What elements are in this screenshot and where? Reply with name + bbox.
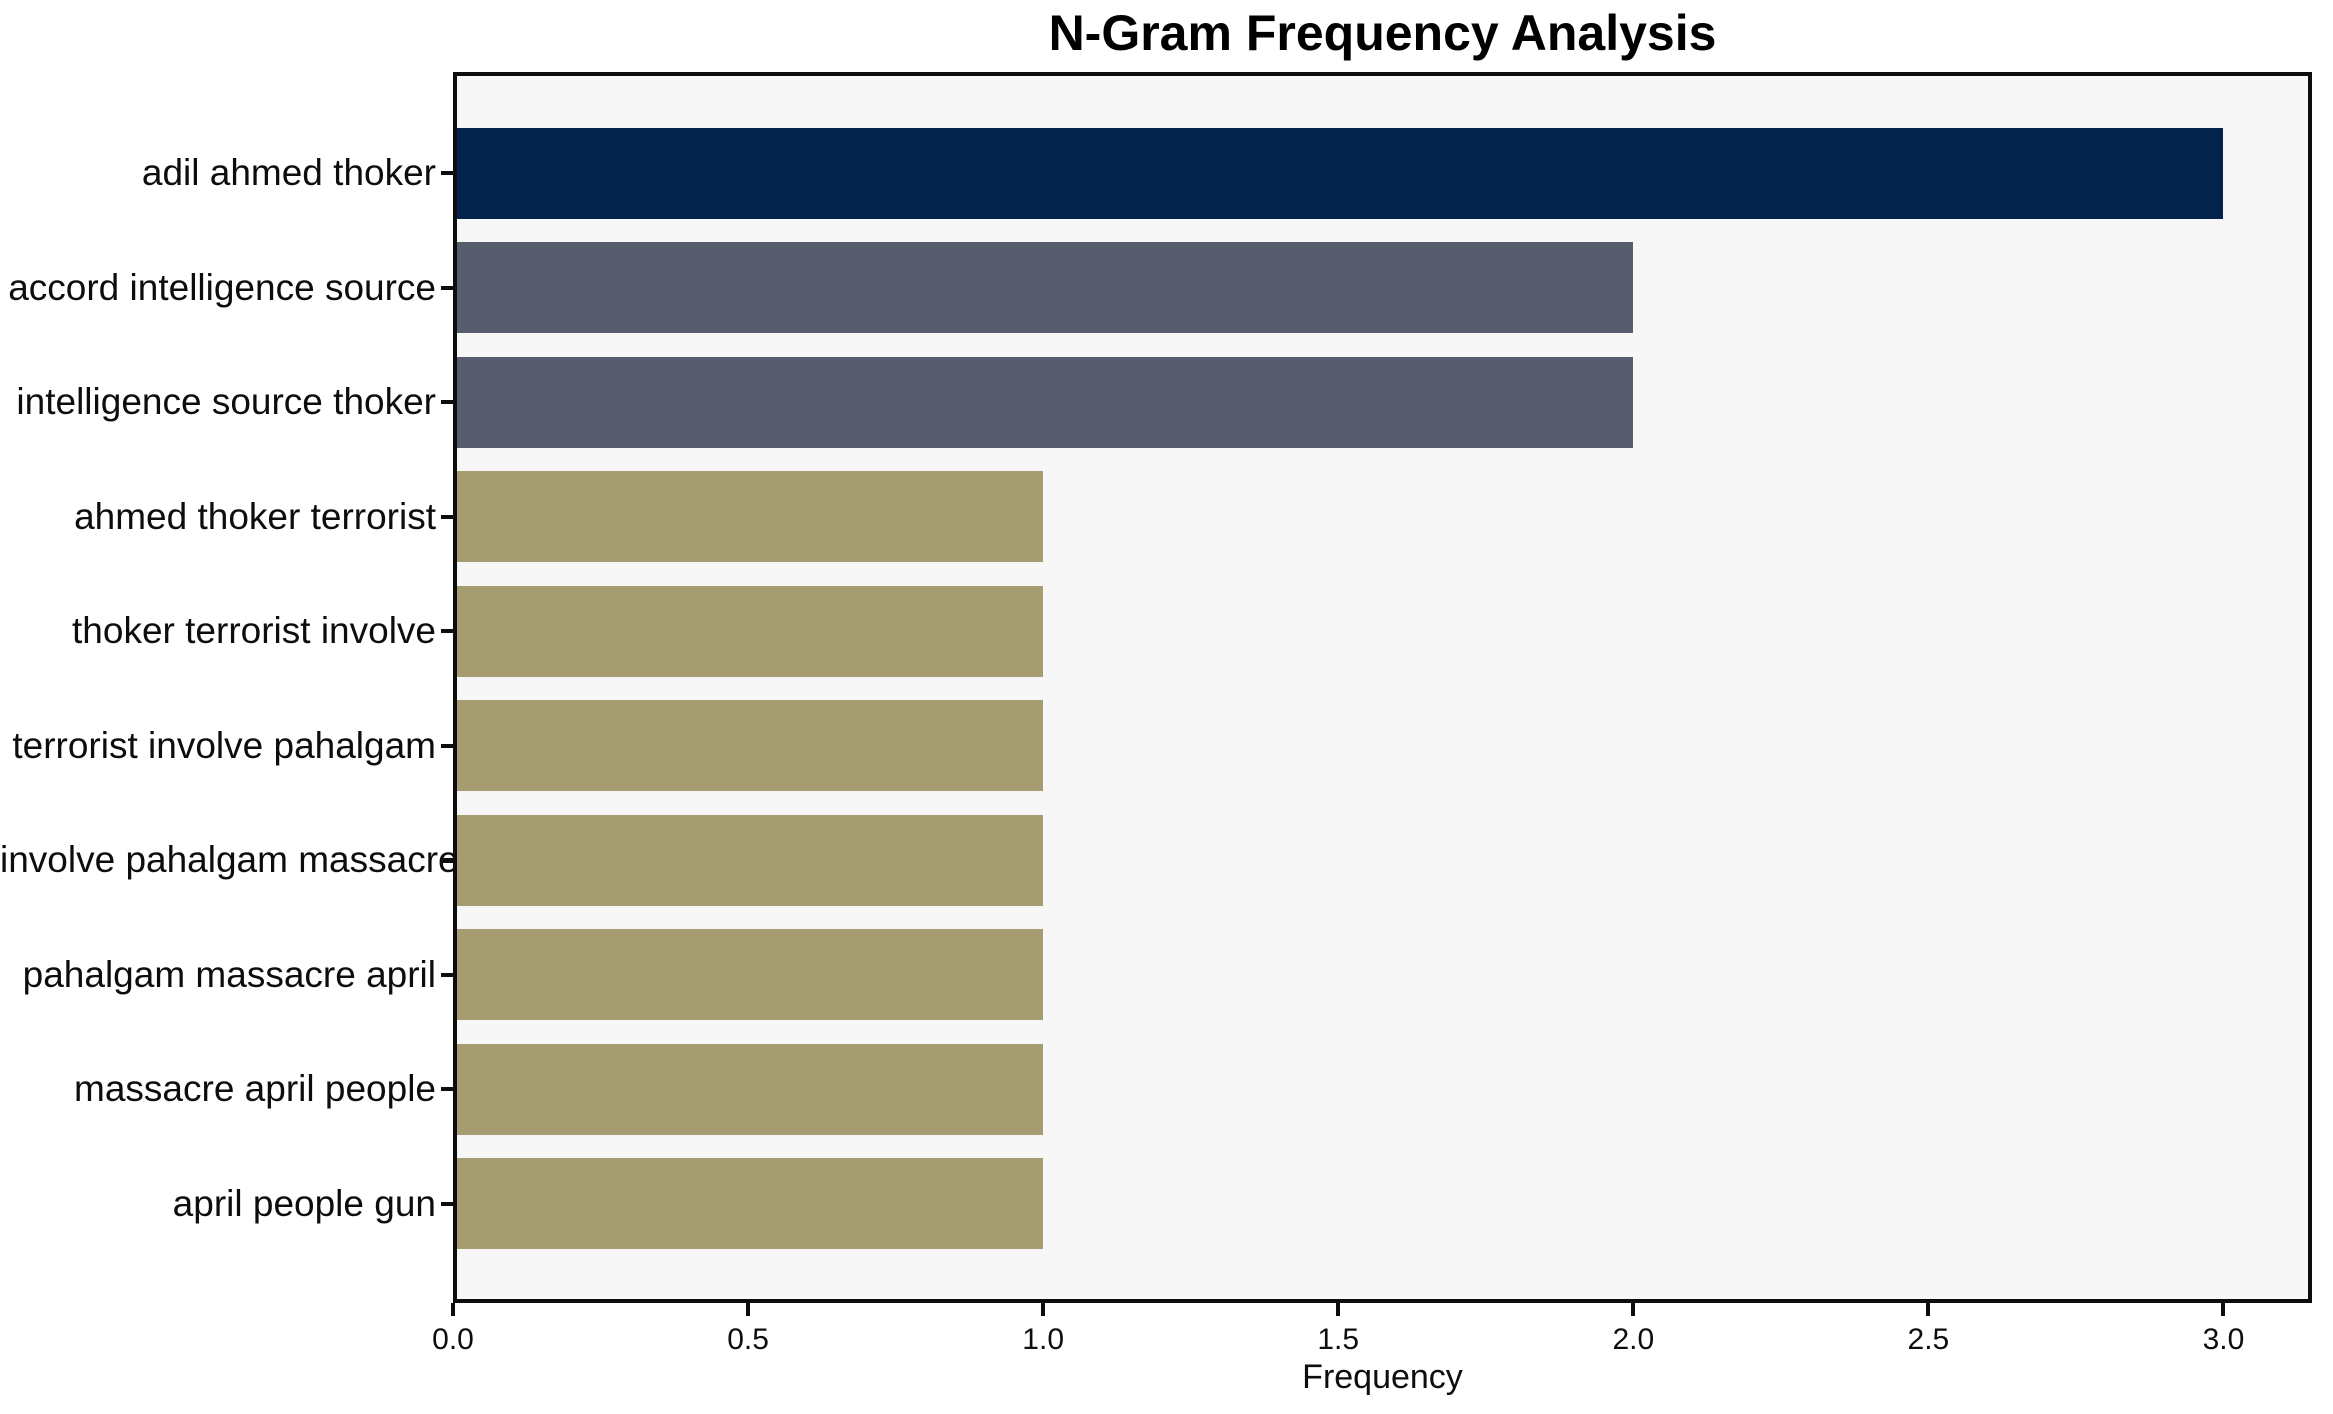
y-axis-label: pahalgam massacre april xyxy=(22,953,436,995)
y-axis-label: involve pahalgam massacre xyxy=(0,839,459,880)
bar-ahmed-thoker-terrorist xyxy=(453,471,1044,562)
x-tick-mark xyxy=(451,1303,455,1316)
y-axis-label: intelligence source thoker xyxy=(16,381,436,422)
x-tick-label: 2.0 xyxy=(1612,1323,1655,1356)
y-axis-label: april people gun xyxy=(172,1182,436,1224)
x-tick-mark xyxy=(1631,1303,1636,1316)
y-axis-label: accord intelligence source xyxy=(8,266,436,308)
x-tick-mark xyxy=(1336,1303,1341,1316)
bar-involve-pahalgam-massacre xyxy=(453,814,1044,906)
y-tick-mark xyxy=(441,400,453,404)
y-axis-label: terrorist involve pahalgam xyxy=(12,724,436,766)
x-tick-mark xyxy=(1041,1303,1046,1316)
bar-april-people-gun xyxy=(453,1158,1044,1249)
x-axis-label: Frequency xyxy=(1302,1358,1463,1396)
bar-accord-intelligence-source xyxy=(453,242,1634,333)
x-tick-mark xyxy=(2221,1303,2226,1316)
x-tick-label: 3.0 xyxy=(2202,1323,2245,1356)
bar-pahalgam-massacre-april xyxy=(453,929,1044,1020)
y-axis-label: adil ahmed thoker xyxy=(141,152,436,193)
x-tick-label: 2.5 xyxy=(1907,1323,1950,1356)
y-tick-mark xyxy=(441,629,453,633)
x-tick-label: 0.0 xyxy=(432,1323,474,1356)
y-tick-mark xyxy=(441,514,453,519)
y-axis-label: thoker terrorist involve xyxy=(72,610,436,651)
x-tick-label: 0.5 xyxy=(727,1323,769,1356)
x-tick-mark xyxy=(1926,1303,1931,1316)
bar-intelligence-source-thoker xyxy=(453,356,1634,448)
plot-area xyxy=(453,72,2312,1303)
y-tick-mark xyxy=(441,1087,453,1091)
y-tick-mark xyxy=(441,1201,453,1206)
chart-title: N-Gram Frequency Analysis xyxy=(1048,5,1717,61)
x-tick-mark xyxy=(746,1303,751,1316)
y-axis-label: ahmed thoker terrorist xyxy=(74,495,436,537)
bar-massacre-april-people xyxy=(453,1043,1044,1135)
bar-adil-ahmed-thoker xyxy=(453,127,2224,219)
y-tick-mark xyxy=(441,972,453,977)
y-tick-mark xyxy=(441,743,453,748)
y-tick-mark xyxy=(441,285,453,290)
y-axis-label: massacre april people xyxy=(74,1068,436,1109)
x-tick-label: 1.0 xyxy=(1022,1323,1065,1356)
bar-thoker-terrorist-involve xyxy=(453,585,1044,677)
y-tick-mark xyxy=(441,171,453,175)
bar-terrorist-involve-pahalgam xyxy=(453,700,1044,791)
x-tick-label: 1.5 xyxy=(1317,1323,1360,1356)
y-tick-mark xyxy=(441,858,453,862)
